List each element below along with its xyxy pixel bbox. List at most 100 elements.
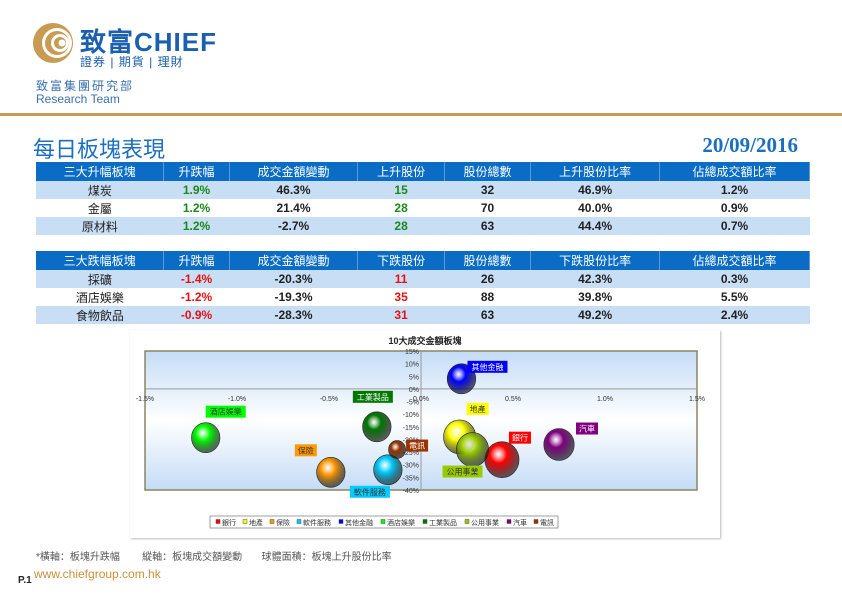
team-name-en: Research Team — [36, 92, 120, 106]
table-cell: -28.3% — [229, 306, 358, 324]
y-tick-label: -30% — [403, 463, 419, 470]
table-cell: 5.5% — [720, 290, 749, 304]
y-tick-label: -10% — [403, 412, 419, 419]
legend-item: 保險 — [276, 518, 290, 527]
legend-swatch — [533, 519, 539, 524]
table-cell: 63 — [444, 306, 531, 324]
x-tick-label: 0.0% — [413, 396, 429, 403]
table-cell: 1.9% — [163, 181, 230, 199]
bubble-chart-svg: 10大成交金額板塊 -1.5% -1.0% -0.5% 0.0% 0.5% 1.0% 1.5%… — [136, 335, 705, 529]
x-tick-label: -1.0% — [228, 396, 246, 403]
y-tick-label: -15% — [403, 425, 419, 432]
y-tick-label: -25% — [403, 450, 419, 457]
table-cell: -1.4% — [163, 270, 230, 288]
legend-item: 其他金融 — [345, 518, 373, 527]
bubble-label-bg — [205, 405, 246, 418]
table-cell: -1.2% — [180, 290, 213, 304]
table-cell: 46.9% — [530, 181, 660, 199]
column-header: 三大跌幅板塊 — [36, 251, 165, 270]
legend-item: 軟件服務 — [303, 518, 331, 527]
bubble-label-bg — [349, 485, 390, 498]
column-header: 成交金額變動 — [229, 162, 359, 181]
bubble-6 — [362, 411, 392, 443]
column-header: 佔總成交額比率 — [659, 251, 810, 270]
table-cell: 1.2% — [163, 217, 230, 235]
table-cell: 金屬 — [87, 201, 112, 216]
y-tick-label: 5% — [409, 374, 419, 381]
column-header: 三大升幅板塊 — [36, 162, 165, 181]
table-cell: 15 — [357, 181, 445, 199]
table-cell: 35 — [394, 290, 408, 304]
table-cell: 1.2% — [659, 181, 810, 199]
y-tick-label: -5% — [407, 400, 419, 407]
bubble-label: 汽車 — [579, 424, 595, 434]
x-tick-label: 1.5% — [689, 396, 705, 403]
divider — [0, 113, 842, 116]
page-number: P.1 — [18, 575, 32, 586]
bubble-label: 軟件服務 — [354, 487, 386, 497]
column-header: 下跌股份 — [357, 251, 445, 270]
bubble-9 — [388, 440, 406, 459]
logo-text: 致富CHIEF — [80, 27, 218, 57]
table-cell: 31 — [357, 306, 445, 324]
logo-mark-icon — [33, 23, 73, 63]
bubble-2 — [316, 457, 346, 488]
table-cell: 39.8% — [578, 290, 613, 304]
table-cell: 0.3% — [659, 270, 810, 288]
bubble-label: 酒店娛樂 — [210, 407, 242, 417]
losers-table: 三大跌幅板塊 升跌幅 成交金額變動 下跌股份 股份總數 下跌股份比率 佔總成交額比率 採礦 -1… — [36, 251, 810, 324]
table-cell: -0.9% — [163, 306, 230, 324]
y-tick-label: 15% — [405, 349, 419, 356]
legend-swatch — [269, 519, 275, 524]
x-tick-label: 0.5% — [505, 396, 521, 403]
table-row: 食物飲品 -0.9% -28.3% 31 63 49.2% 2.4% — [36, 306, 810, 324]
website-link[interactable]: www.chiefgroup.com.hk — [34, 567, 161, 581]
column-header: 上升股份比率 — [530, 162, 661, 181]
bubble-label: 其他金融 — [471, 362, 503, 372]
y-tick-label: -35% — [403, 475, 419, 482]
bubble-7 — [456, 432, 489, 467]
table-row: 金屬 1.2% 21.4% 28 70 40.0% 0.9% — [36, 199, 810, 217]
table-cell: 32 — [444, 181, 531, 199]
bubble-label: 地產 — [470, 404, 486, 414]
x-tick-label: -1.5% — [136, 396, 154, 403]
chart-legend: 銀行 地產 保險 軟件服務 其他金融 酒店娛樂 工業製品 公用事業 汽車 電訊 — [209, 515, 559, 529]
bubble-label: 工業製品 — [357, 392, 389, 402]
table-cell: 酒店娛樂 — [75, 290, 124, 305]
table-cell: 70 — [480, 201, 495, 215]
legend-item: 銀行 — [222, 518, 236, 527]
table-cell: 0.7% — [659, 217, 810, 235]
table-cell: 26 — [444, 270, 531, 288]
bubble-label-bg — [576, 422, 598, 435]
bubble-label-bg — [442, 465, 483, 478]
column-header: 股份總數 — [444, 251, 532, 270]
legend-swatch — [422, 519, 428, 524]
table-cell: 採礦 — [36, 270, 164, 288]
bubble-label: 公用事業 — [447, 467, 479, 477]
x-tick-label: -0.5% — [320, 396, 338, 403]
team-name-cn: 致富集團研究部 — [36, 79, 135, 93]
legend-item: 工業製品 — [429, 518, 457, 527]
bubble-chart: 10大成交金額板塊 -1.5% -1.0% -0.5% 0.0% 0.5% 1.0% 1.5%… — [130, 330, 720, 538]
bubble-label-bg — [508, 431, 531, 444]
table-row: 酒店娛樂 -1.2% -19.3% 35 88 39.8% 5.5% — [36, 288, 810, 306]
legend-item: 電訊 — [540, 518, 554, 527]
legend-item: 汽車 — [513, 518, 527, 527]
column-header: 上升股份 — [357, 162, 445, 181]
column-header: 升跌幅 — [163, 162, 230, 181]
column-header: 股份總數 — [444, 162, 532, 181]
bubble-label-bg — [352, 390, 393, 403]
legend-item: 地產 — [249, 518, 263, 527]
bubble-label-bg — [466, 402, 489, 415]
chart-footnote: *橫軸：板塊升跌幅 縱軸：板塊成交額變動 球體面積：板塊上升股份比率 — [36, 552, 392, 563]
column-header: 下跌股份比率 — [530, 251, 661, 270]
table-cell: -20.3% — [229, 270, 358, 288]
report-date: 20/09/2016 — [702, 133, 798, 157]
bubble-5 — [191, 422, 221, 453]
table-row: 採礦 -1.4% -20.3% 11 26 42.3% 0.3% — [36, 270, 810, 288]
legend-swatch — [338, 519, 344, 524]
bubble-label-bg — [406, 439, 429, 452]
bubble-label: 保險 — [298, 445, 314, 455]
table-cell: 63 — [444, 217, 531, 235]
table-cell: 11 — [357, 270, 445, 288]
